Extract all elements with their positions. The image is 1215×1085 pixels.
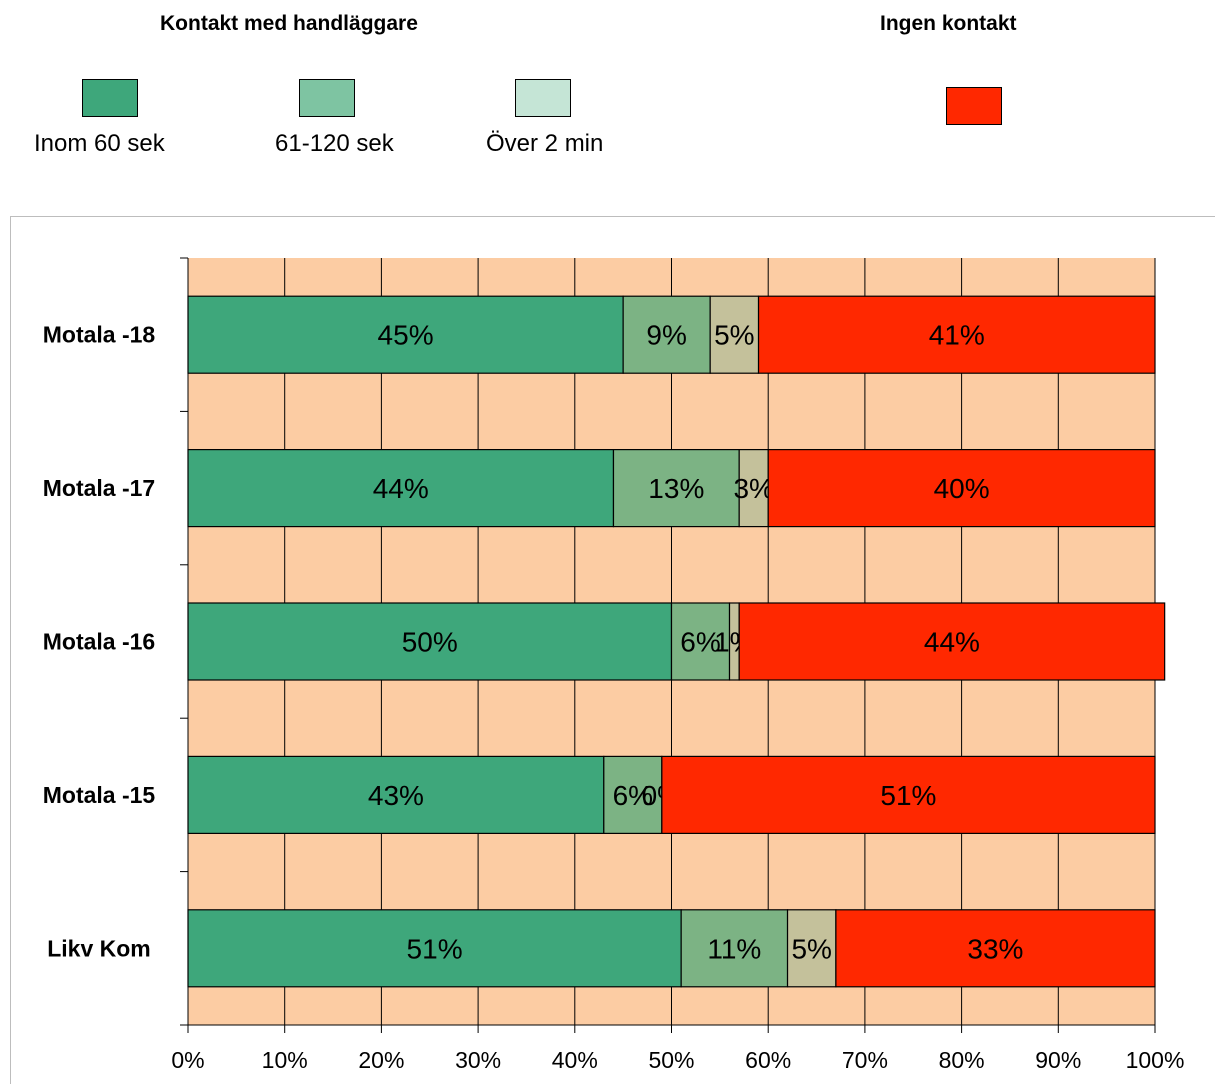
data-label-inom-60-sek-motala-16: 50%	[402, 627, 458, 658]
x-tick-label: 70%	[842, 1047, 888, 1073]
x-tick-label: 50%	[648, 1047, 694, 1073]
legend-label-over-2-min: Över 2 min	[486, 130, 604, 157]
bar-ver-2-min-likv-kom	[786, 909, 837, 988]
bar-inom-60-sek-motala-16	[187, 602, 673, 681]
x-tick-label: 30%	[455, 1047, 501, 1073]
bar-61-120-sek-motala-17	[612, 449, 740, 528]
category-label-motala-15: Motala -15	[43, 782, 156, 808]
bar-ingen-kontakt-likv-kom	[835, 909, 1156, 988]
bar-ingen-kontakt-motala-16	[738, 602, 1166, 681]
bar-61-120-sek-motala-15	[603, 755, 663, 835]
bar-ingen-kontakt-motala-15	[661, 755, 1156, 835]
data-label-61-120-sek-motala-18: 9%	[646, 320, 686, 351]
data-label-61-120-sek-motala-16: 6%	[680, 627, 720, 658]
legend-swatch-no-contact	[946, 87, 1002, 125]
legend-group-title-contact: Kontakt med handläggare	[160, 12, 418, 35]
data-label-ingen-kontakt-likv-kom: 33%	[967, 933, 1023, 964]
data-label-inom-60-sek-motala-18: 45%	[378, 320, 434, 351]
bar-ver-2-min-motala-18	[709, 295, 760, 374]
legend-swatch-within-60-sec	[82, 79, 138, 117]
legend-group-title-no-contact: Ingen kontakt	[880, 12, 1017, 35]
category-label-motala-16: Motala -16	[43, 629, 155, 655]
legend-swatch-61-120-sec	[299, 79, 355, 117]
category-label-likv-kom: Likv Kom	[47, 935, 151, 961]
bar-inom-60-sek-likv-kom	[187, 909, 682, 988]
category-label-motala-18: Motala -18	[43, 322, 156, 348]
x-tick-label: 60%	[745, 1047, 791, 1073]
x-tick-label: 80%	[939, 1047, 985, 1073]
data-label-ingen-kontakt-motala-16: 44%	[924, 627, 980, 658]
bar-61-120-sek-likv-kom	[680, 909, 789, 988]
bar-61-120-sek-motala-18	[622, 295, 711, 374]
data-label-inom-60-sek-motala-15: 43%	[368, 780, 424, 811]
data-label-inom-60-sek-likv-kom: 51%	[407, 933, 463, 964]
data-label-ver-2-min-likv-kom: 5%	[791, 933, 831, 964]
bar-inom-60-sek-motala-17	[187, 449, 615, 528]
bar-ingen-kontakt-motala-17	[767, 449, 1156, 528]
x-tick-label: 100%	[1126, 1047, 1185, 1073]
legend-label-within-60-sec: Inom 60 sek	[34, 130, 165, 157]
data-label-61-120-sek-motala-17: 13%	[648, 473, 704, 504]
data-label-ver-2-min-motala-17: 3%	[733, 473, 773, 504]
data-label-ingen-kontakt-motala-18: 41%	[929, 320, 985, 351]
x-tick-label: 0%	[171, 1047, 204, 1073]
legend-label-61-120-sec: 61-120 sek	[275, 130, 394, 157]
bar-inom-60-sek-motala-15	[187, 755, 605, 835]
data-label-ver-2-min-motala-18: 5%	[714, 320, 754, 351]
x-tick-label: 90%	[1035, 1047, 1081, 1073]
category-label-motala-17: Motala -17	[43, 475, 155, 501]
data-label-ingen-kontakt-motala-15: 51%	[880, 780, 936, 811]
data-label-61-120-sek-motala-15: 6%	[613, 780, 653, 811]
bar-61-120-sek-motala-16	[670, 602, 731, 681]
x-tick-label: 40%	[552, 1047, 598, 1073]
bar-ingen-kontakt-motala-18	[757, 295, 1156, 374]
chart-frame: 45% 9% 5% 41% Motala -18 44% 13% 3% 40% Motala -1…	[10, 216, 1215, 1084]
bar-ver-2-min-motala-17	[738, 449, 769, 528]
x-tick-label: 20%	[358, 1047, 404, 1073]
data-label-ingen-kontakt-motala-17: 40%	[934, 473, 990, 504]
data-label-inom-60-sek-motala-17: 44%	[373, 473, 429, 504]
data-label-61-120-sek-likv-kom: 11%	[707, 933, 761, 964]
stacked-bar-chart: 45% 9% 5% 41% Motala -18 44% 13% 3% 40% Motala -1…	[43, 257, 1185, 1073]
x-tick-label: 10%	[262, 1047, 308, 1073]
legend-swatch-over-2-min	[515, 79, 571, 117]
